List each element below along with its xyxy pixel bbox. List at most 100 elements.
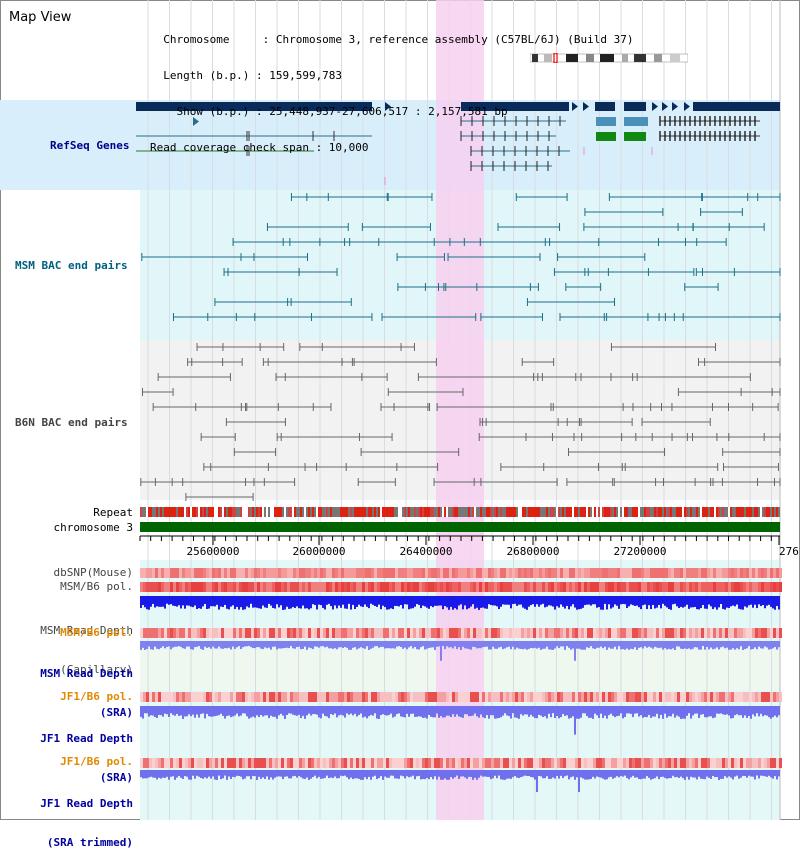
heat-cell[interactable] (248, 568, 251, 578)
depth-bar[interactable] (430, 770, 432, 778)
depth-bar[interactable] (776, 641, 778, 650)
heat-cell[interactable] (284, 568, 287, 578)
depth-bar[interactable] (472, 596, 474, 605)
gene-bar[interactable] (693, 102, 780, 111)
chromosome-ideogram[interactable] (530, 53, 688, 63)
depth-bar[interactable] (436, 770, 438, 780)
depth-bar[interactable] (598, 770, 600, 778)
depth-bar[interactable] (742, 770, 744, 776)
heat-cell[interactable] (350, 568, 353, 578)
depth-bar[interactable] (552, 641, 554, 650)
depth-bar[interactable] (726, 706, 728, 715)
heat-cell[interactable] (314, 758, 317, 768)
depth-bar[interactable] (152, 706, 154, 716)
repeat-mark[interactable] (162, 507, 164, 517)
depth-bar[interactable] (702, 770, 704, 779)
heat-cell[interactable] (224, 568, 227, 578)
heat-cell[interactable] (596, 568, 599, 578)
repeat-mark[interactable] (240, 507, 242, 517)
heat-cell[interactable] (713, 582, 716, 592)
heat-cell[interactable] (257, 628, 260, 638)
repeat-mark[interactable] (356, 507, 358, 517)
depth-bar[interactable] (336, 706, 338, 718)
heat-cell[interactable] (362, 582, 365, 592)
heat-cell[interactable] (725, 568, 728, 578)
repeat-mark[interactable] (482, 507, 484, 517)
depth-bar[interactable] (480, 770, 482, 776)
heat-cell[interactable] (248, 692, 251, 702)
heat-cell[interactable] (506, 568, 509, 578)
heat-cell[interactable] (719, 628, 722, 638)
heat-cell[interactable] (731, 628, 734, 638)
depth-bar[interactable] (608, 641, 610, 648)
depth-bar[interactable] (318, 641, 320, 648)
depth-bar[interactable] (146, 706, 148, 714)
depth-bar[interactable] (202, 706, 204, 714)
depth-bar[interactable] (328, 770, 330, 779)
repeat-mark[interactable] (744, 507, 746, 517)
depth-bar[interactable] (722, 641, 724, 647)
heat-cell[interactable] (683, 568, 686, 578)
heat-cell[interactable] (398, 568, 401, 578)
repeat-mark[interactable] (140, 507, 142, 517)
depth-bar[interactable] (600, 770, 602, 778)
heat-cell[interactable] (389, 628, 392, 638)
heat-cell[interactable] (437, 582, 440, 592)
depth-bar[interactable] (288, 770, 290, 779)
heat-cell[interactable] (344, 582, 347, 592)
heat-cell[interactable] (203, 582, 206, 592)
depth-bar[interactable] (734, 706, 736, 716)
repeat-mark[interactable] (758, 507, 760, 517)
heat-cell[interactable] (752, 568, 755, 578)
depth-bar[interactable] (516, 770, 518, 778)
depth-bar[interactable] (728, 706, 730, 716)
depth-bar[interactable] (190, 641, 192, 650)
heat-cell[interactable] (560, 582, 563, 592)
heat-cell[interactable] (584, 692, 587, 702)
depth-bar[interactable] (214, 641, 216, 649)
depth-bar[interactable] (592, 706, 594, 719)
depth-bar[interactable] (454, 641, 456, 647)
depth-bar[interactable] (696, 641, 698, 648)
depth-bar[interactable] (468, 770, 470, 777)
heat-cell[interactable] (374, 692, 377, 702)
depth-bar[interactable] (228, 706, 230, 716)
depth-bar[interactable] (294, 706, 296, 716)
heat-cell[interactable] (437, 568, 440, 578)
depth-bar[interactable] (690, 641, 692, 650)
repeat-mark[interactable] (648, 507, 650, 517)
depth-bar[interactable] (164, 641, 166, 649)
heat-cell[interactable] (737, 568, 740, 578)
depth-bar[interactable] (756, 706, 758, 714)
track-label-jf1-read-depth-trimmed[interactable]: JF1 Read Depth (SRA trimmed) (40, 771, 133, 862)
heat-cell[interactable] (269, 582, 272, 592)
depth-bar[interactable] (414, 596, 416, 607)
heat-cell[interactable] (335, 758, 338, 768)
heat-cell[interactable] (725, 692, 728, 702)
heat-cell[interactable] (497, 758, 500, 768)
heat-cell[interactable] (566, 582, 569, 592)
depth-bar[interactable] (656, 706, 658, 714)
depth-bar[interactable] (442, 596, 444, 610)
heat-cell[interactable] (296, 692, 299, 702)
depth-bar[interactable] (546, 706, 548, 719)
heat-cell[interactable] (692, 758, 695, 768)
heat-cell[interactable] (308, 758, 311, 768)
repeat-mark[interactable] (360, 507, 362, 517)
depth-bar[interactable] (496, 596, 498, 607)
depth-bar[interactable] (644, 770, 646, 779)
depth-bar[interactable] (668, 770, 670, 779)
depth-bar[interactable] (740, 706, 742, 716)
repeat-mark[interactable] (448, 507, 450, 517)
depth-bar[interactable] (426, 641, 428, 649)
heat-cell[interactable] (425, 568, 428, 578)
heat-cell[interactable] (530, 568, 533, 578)
depth-bar[interactable] (692, 706, 694, 716)
repeat-mark[interactable] (706, 507, 708, 517)
depth-bar[interactable] (210, 706, 212, 717)
depth-bar[interactable] (638, 641, 640, 648)
depth-bar[interactable] (316, 596, 318, 610)
depth-bar[interactable] (412, 641, 414, 649)
depth-bar[interactable] (376, 706, 378, 719)
heat-cell[interactable] (704, 692, 707, 702)
